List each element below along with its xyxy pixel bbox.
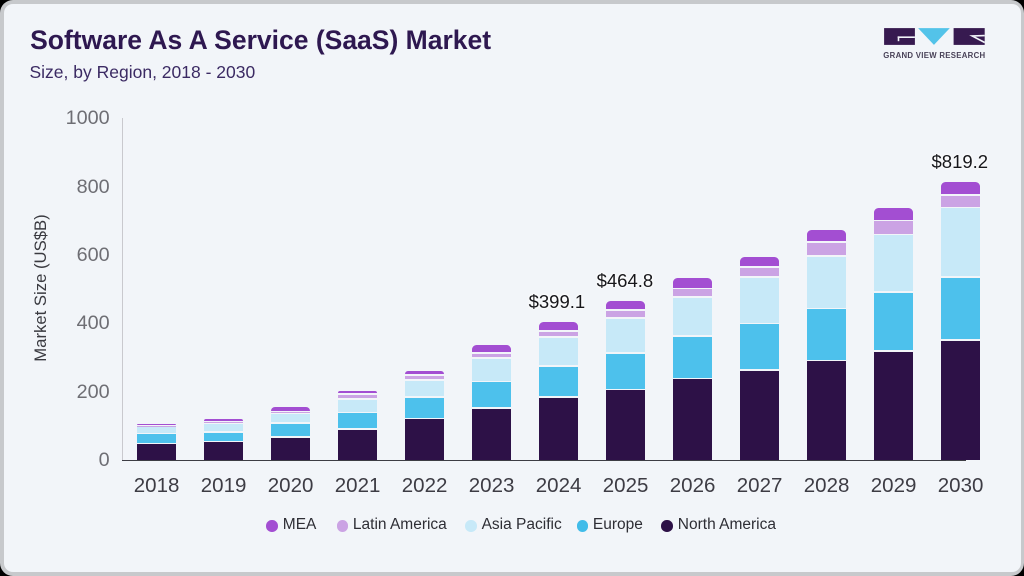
svg-text:GRAND VIEW RESEARCH: GRAND VIEW RESEARCH (883, 51, 985, 60)
